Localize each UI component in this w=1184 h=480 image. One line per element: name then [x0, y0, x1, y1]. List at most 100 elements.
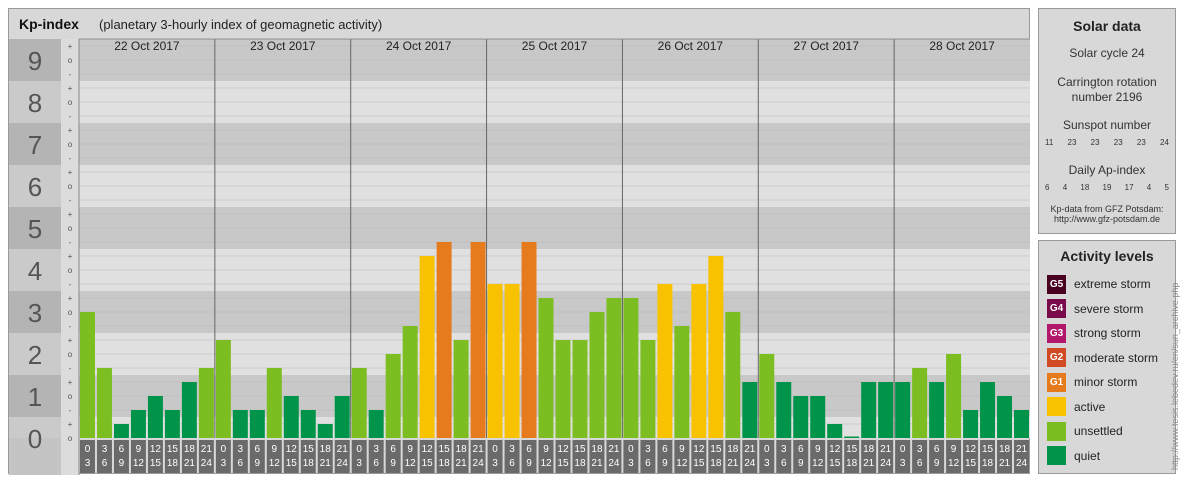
- interval-end-label: 12: [812, 458, 824, 469]
- interval-start-label: 3: [102, 444, 108, 455]
- y-tick-label: 5: [28, 214, 42, 244]
- interval-end-label: 24: [201, 458, 213, 469]
- interval-box: [691, 440, 707, 473]
- interval-start-label: 21: [337, 444, 349, 455]
- sunspot-value: 24: [1160, 138, 1169, 147]
- kp-bar: [436, 241, 452, 438]
- interval-start-label: 0: [356, 444, 362, 455]
- interval-end-label: 6: [373, 458, 379, 469]
- interval-box: [1014, 440, 1029, 473]
- interval-box: [351, 440, 367, 473]
- interval-box: [725, 440, 741, 473]
- interval-start-label: 18: [456, 444, 468, 455]
- day-label: 28 Oct 2017: [929, 39, 995, 53]
- interval-end-label: 6: [917, 458, 923, 469]
- interval-end-label: 3: [356, 458, 362, 469]
- interval-box: [147, 440, 163, 473]
- kp-bar: [453, 340, 469, 438]
- interval-end-label: 6: [238, 458, 244, 469]
- interval-start-label: 0: [628, 444, 634, 455]
- y-label-band: [9, 165, 61, 207]
- interval-box: [623, 440, 639, 473]
- y-label-band: [9, 123, 61, 165]
- interval-end-label: 15: [422, 458, 434, 469]
- interval-end-label: 3: [492, 458, 498, 469]
- interval-box: [368, 440, 384, 473]
- interval-box: [606, 440, 622, 473]
- subdivision-label: -: [69, 112, 72, 121]
- interval-start-label: 21: [473, 444, 485, 455]
- kp-bar: [929, 382, 945, 438]
- interval-start-label: 12: [557, 444, 569, 455]
- interval-box: [453, 440, 469, 473]
- kp-bar: [96, 367, 112, 438]
- y-label-band: [9, 291, 61, 333]
- interval-start-label: 12: [286, 444, 298, 455]
- subdivision-label: +: [68, 84, 73, 93]
- interval-start-label: 21: [201, 444, 213, 455]
- legend-swatch: G1: [1047, 372, 1066, 392]
- legend-label: extreme storm: [1074, 277, 1151, 291]
- interval-start-label: 0: [764, 444, 770, 455]
- interval-start-label: 12: [150, 444, 162, 455]
- sunspot-value: 11: [1045, 138, 1054, 147]
- interval-end-label: 15: [557, 458, 569, 469]
- chart-title: Kp-index: [19, 16, 79, 32]
- subdivision-label: +: [68, 126, 73, 135]
- kp-bar: [708, 256, 724, 438]
- interval-start-label: 15: [710, 444, 722, 455]
- kp-bar: [164, 409, 180, 438]
- interval-end-label: 12: [269, 458, 281, 469]
- interval-end-label: 3: [900, 458, 906, 469]
- kp-bar: [487, 283, 503, 438]
- interval-start-label: 21: [1016, 444, 1028, 455]
- subdivision-label: +: [68, 42, 73, 51]
- interval-box: [776, 440, 792, 473]
- interval-start-label: 3: [645, 444, 651, 455]
- interval-end-label: 9: [798, 458, 804, 469]
- sunspot-value: 23: [1136, 138, 1146, 147]
- kp-bar: [419, 256, 435, 438]
- interval-box: [759, 440, 775, 473]
- interval-start-label: 15: [303, 444, 315, 455]
- interval-start-label: 6: [255, 444, 261, 455]
- legend-swatch: [1047, 421, 1066, 441]
- ap-value: 4: [1146, 183, 1152, 192]
- subdivision-label: +: [68, 336, 73, 345]
- interval-box: [997, 440, 1013, 473]
- interval-box: [861, 440, 877, 473]
- source-link[interactable]: http://www.gfz-potsdam.de: [1053, 214, 1161, 224]
- interval-box: [946, 440, 962, 473]
- kp-bar: [113, 424, 129, 438]
- kp-bar: [402, 325, 418, 438]
- subdivision-label: -: [69, 364, 72, 373]
- interval-start-label: 15: [439, 444, 451, 455]
- subdivision-label: o: [68, 98, 73, 107]
- kp-bar: [300, 409, 316, 438]
- interval-end-label: 24: [744, 458, 756, 469]
- kp-bar: [589, 312, 605, 438]
- subdivision-label: +: [68, 210, 73, 219]
- interval-box: [487, 440, 503, 473]
- sunspot-title: Sunspot number: [1062, 118, 1152, 132]
- interval-end-label: 18: [439, 458, 451, 469]
- interval-end-label: 21: [727, 458, 739, 469]
- interval-start-label: 9: [951, 444, 957, 455]
- interval-box: [402, 440, 418, 473]
- legend-label: active: [1074, 399, 1106, 414]
- subdivision-label: o: [68, 308, 73, 317]
- legend-item: G5 extreme storm: [1047, 274, 1151, 294]
- kp-bar: [198, 367, 214, 438]
- interval-box: [80, 440, 95, 473]
- interval-box: [589, 440, 605, 473]
- interval-start-label: 21: [744, 444, 756, 455]
- sunspot-value: 23: [1090, 138, 1100, 147]
- legend-label: quiet: [1074, 448, 1101, 463]
- interval-start-label: 18: [863, 444, 875, 455]
- interval-start-label: 0: [221, 444, 227, 455]
- subdivision-label: o: [68, 140, 73, 149]
- subdivision-label: +: [68, 420, 73, 429]
- interval-end-label: 18: [846, 458, 858, 469]
- interval-end-label: 9: [934, 458, 940, 469]
- interval-start-label: 15: [982, 444, 994, 455]
